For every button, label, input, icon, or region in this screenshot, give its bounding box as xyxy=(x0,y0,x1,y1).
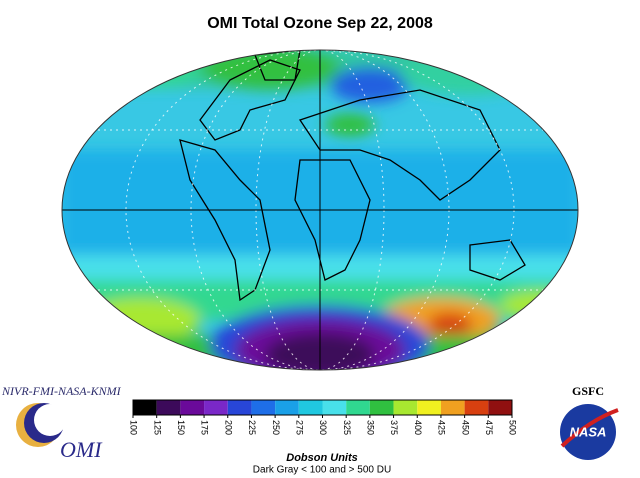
omi-logo-mark xyxy=(16,403,66,447)
color-bin xyxy=(251,400,276,415)
color-bin xyxy=(275,400,299,415)
color-bin xyxy=(393,400,418,415)
color-bin xyxy=(417,400,441,415)
tick-label: 200 xyxy=(223,420,233,435)
tick-label: 150 xyxy=(176,420,186,435)
tick-label: 400 xyxy=(413,420,423,435)
tick-label: 175 xyxy=(200,420,210,435)
color-bin xyxy=(227,400,252,415)
color-bin xyxy=(346,400,370,415)
tick-label: 250 xyxy=(271,420,281,435)
tick-label: 425 xyxy=(437,420,447,435)
tick-label: 375 xyxy=(389,420,399,435)
tick-label: 125 xyxy=(152,420,162,435)
title: OMI Total Ozone Sep 22, 2008 xyxy=(207,15,433,32)
gsfc-label: GSFC xyxy=(572,384,604,398)
tick-label: 325 xyxy=(342,420,352,435)
tick-label: 475 xyxy=(484,420,494,435)
color-bin xyxy=(464,400,489,415)
color-bin xyxy=(488,400,512,415)
tick-label: 275 xyxy=(294,420,304,435)
colorbar-label: Dobson Units xyxy=(286,452,358,464)
tick-label: 350 xyxy=(366,420,376,435)
nasa-logo: NASA xyxy=(570,424,607,439)
omi-logo: OMI xyxy=(60,437,103,462)
tick-label: 500 xyxy=(508,420,518,435)
nasa-logo-mark xyxy=(560,404,619,460)
colorbar: 100 125 150 175 200 225 250 275 300 325 350 375 400 4… xyxy=(129,399,518,435)
color-bin xyxy=(298,400,323,415)
color-bin xyxy=(180,400,205,415)
color-bin xyxy=(204,400,228,415)
partner-text: NIVR-FMI-NASA-KNMI xyxy=(1,384,122,398)
colorbar-note: Dark Gray < 100 and > 500 DU xyxy=(253,465,391,476)
tick-label: 450 xyxy=(460,420,470,435)
color-bin xyxy=(440,400,465,415)
color-bin xyxy=(133,400,157,415)
color-bin xyxy=(156,400,181,415)
tick-label: 300 xyxy=(318,420,328,435)
tick-label: 225 xyxy=(247,420,257,435)
tick-label: 100 xyxy=(129,420,139,435)
color-bin xyxy=(322,400,347,415)
color-bin xyxy=(369,400,394,415)
